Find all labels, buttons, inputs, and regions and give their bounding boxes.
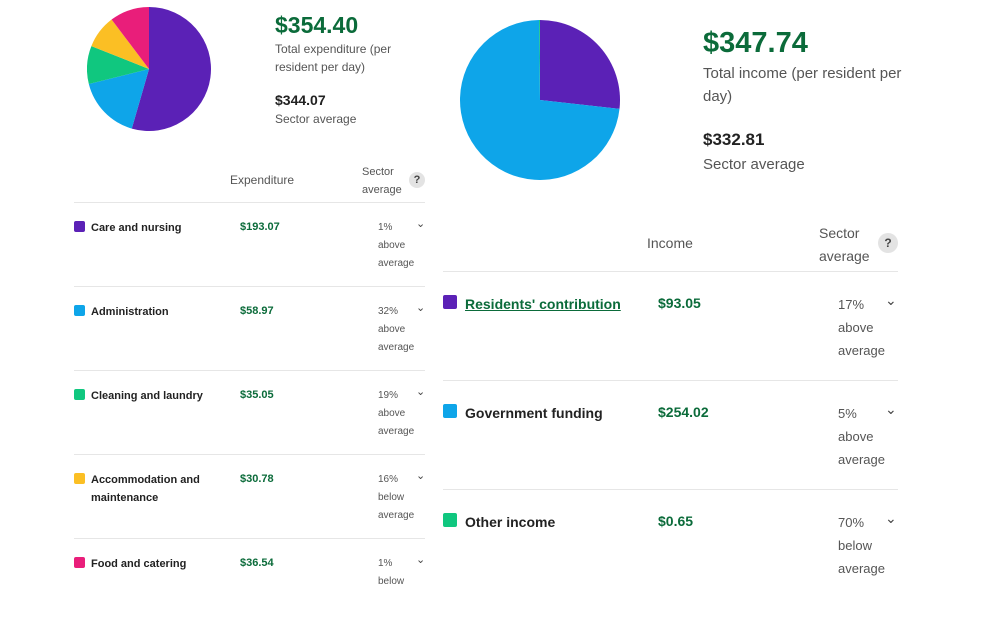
expenditure-sector-average-label: Sector average [275,112,357,126]
category-value: $58.97 [240,305,274,317]
help-icon[interactable]: ? [878,233,898,253]
category-value: $254.02 [658,404,709,420]
column-header-expenditure: Expenditure [230,173,295,187]
pie-slice [87,46,149,84]
column-header-income: Income [647,235,693,251]
legend-swatch [74,473,85,484]
column-header-sector-average: Sector average [819,225,870,264]
sector-comparison: 19% above average [378,390,415,437]
chevron-down-icon[interactable]: ⌄ [416,470,426,482]
category-value: $35.05 [240,389,274,401]
category-label: Accommodation and maintenance [91,474,200,504]
legend-swatch [443,513,457,527]
table-row[interactable]: Government funding $254.02 5% above aver… [443,380,898,489]
sector-comparison: 16% below average [378,474,415,521]
total-expenditure: $354.40 [275,12,359,38]
expenditure-sector-average: $344.07 [275,92,326,108]
pie-slice [539,20,540,100]
sector-comparison: 17% above average [838,297,885,358]
income-pie-chart [460,20,620,180]
category-label: Cleaning and laundry [91,390,203,402]
table-row[interactable]: Food and catering $36.54 1% below ⌄ [74,538,425,622]
sector-comparison: 70% below average [838,515,885,576]
income-sector-average: $332.81 [703,130,765,149]
category-value: $93.05 [658,295,701,311]
chevron-down-icon[interactable]: ⌄ [416,554,426,566]
chevron-down-icon[interactable]: ⌄ [885,510,897,526]
total-income: $347.74 [703,27,808,59]
sector-comparison: 32% above average [378,306,415,353]
pie-slice [540,20,620,109]
table-row[interactable]: Care and nursing $193.07 1% above averag… [74,202,425,286]
category-label: Care and nursing [91,222,182,234]
pie-slice [88,69,149,129]
chevron-down-icon[interactable]: ⌄ [416,386,426,398]
column-header-sector-average: Sector average [362,166,402,196]
pie-slice [131,7,211,131]
chevron-down-icon[interactable]: ⌄ [416,302,426,314]
legend-swatch [443,404,457,418]
legend-swatch [74,305,85,316]
category-label[interactable]: Residents' contribution [465,296,621,312]
sector-comparison: 1% above average [378,222,415,269]
pie-slice [460,20,620,180]
chevron-down-icon[interactable]: ⌄ [885,401,897,417]
total-expenditure-label: Total expenditure (per resident per day) [275,42,392,74]
pie-slice [91,19,149,69]
category-value: $36.54 [240,557,274,569]
expenditure-pie-chart [87,7,211,131]
chevron-down-icon[interactable]: ⌄ [885,292,897,308]
help-icon[interactable]: ? [409,172,425,188]
sector-comparison: 1% below [378,558,405,587]
table-row[interactable]: Administration $58.97 32% above average … [74,286,425,370]
legend-swatch [74,221,85,232]
pie-slice [111,7,149,69]
category-label: Administration [91,306,169,318]
legend-swatch [74,389,85,400]
income-sector-average-label: Sector average [703,156,805,173]
table-row[interactable]: Accommodation and maintenance $30.78 16%… [74,454,425,538]
chevron-down-icon[interactable]: ⌄ [416,218,426,230]
category-label: Food and catering [91,558,187,570]
category-value: $193.07 [240,221,280,233]
category-label: Other income [465,514,556,530]
table-row[interactable]: Cleaning and laundry $35.05 19% above av… [74,370,425,454]
category-value: $30.78 [240,473,274,485]
category-label: Government funding [465,405,603,421]
table-row[interactable]: Other income $0.65 70% below average ⌄ [443,489,898,598]
table-row[interactable]: Residents' contribution $93.05 17% above… [443,271,898,380]
sector-comparison: 5% above average [838,406,885,467]
total-income-label: Total income (per resident per day) [703,65,902,105]
legend-swatch [443,295,457,309]
legend-swatch [74,557,85,568]
category-value: $0.65 [658,513,694,529]
